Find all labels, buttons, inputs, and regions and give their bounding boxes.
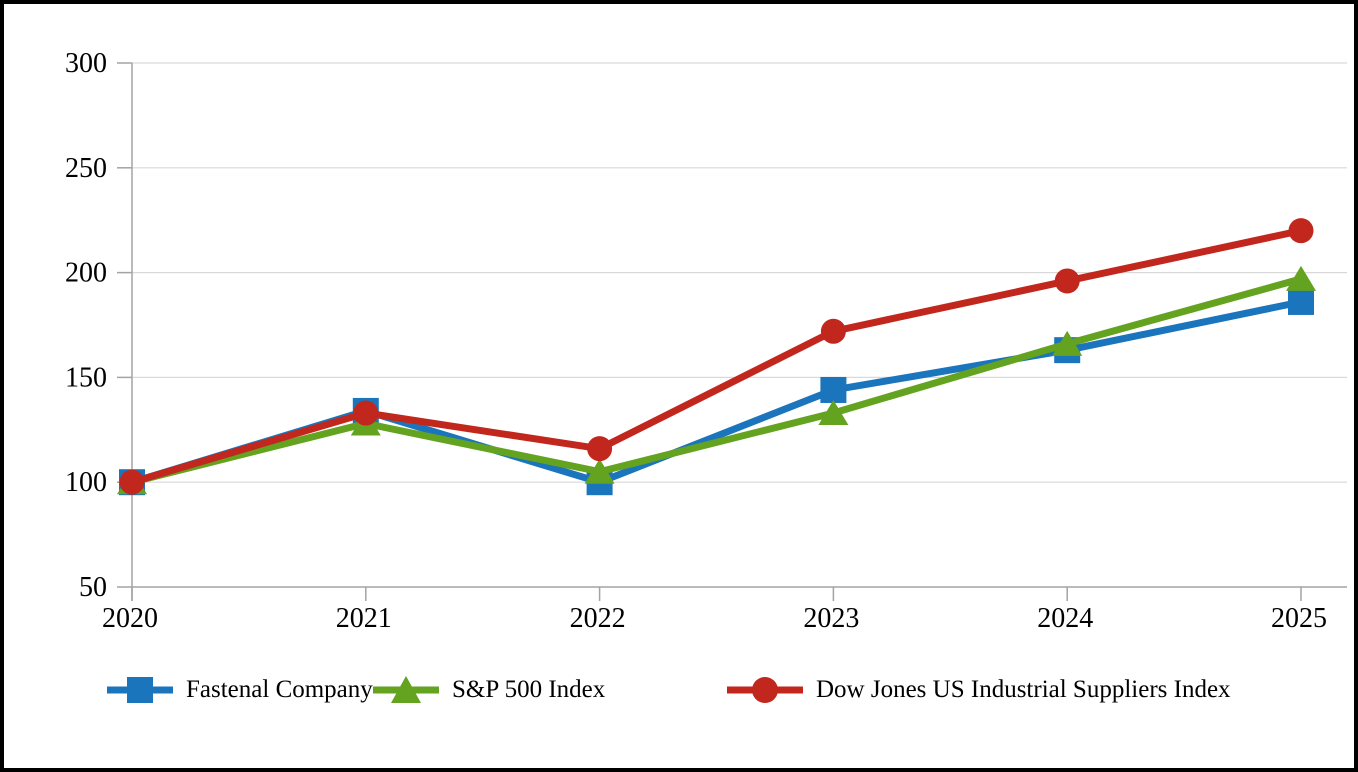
data-point-triangle <box>1286 265 1316 291</box>
data-point-triangle <box>1052 330 1083 356</box>
legend-item-sp500: S&P 500 Index <box>373 672 605 708</box>
y-axis-label: 200 <box>65 258 107 289</box>
data-point-circle <box>1054 268 1080 294</box>
legend-marker-triangle-icon <box>373 676 439 703</box>
legend-label-fastenal: Fastenal Company <box>186 676 373 703</box>
x-axis-label: 2025 <box>1271 603 1327 634</box>
data-point-circle <box>1288 218 1314 244</box>
performance-line-chart: 50 100 150 200 250 300 2020 2021 2022 2023 2024 202… <box>65 48 1347 634</box>
legend-marker-square-icon <box>107 677 173 703</box>
series-line-1 <box>131 275 1302 486</box>
y-axis-label: 50 <box>79 572 107 603</box>
data-point-triangle <box>818 400 849 426</box>
data-point-circle <box>353 400 379 426</box>
legend-item-dow-jones: Dow Jones US Industrial Suppliers Index <box>727 672 1231 708</box>
y-axis-label: 250 <box>65 153 107 184</box>
legend-marker-circle-icon <box>727 677 803 703</box>
data-point-square <box>820 376 847 403</box>
x-axis-label: 2021 <box>336 603 392 634</box>
legend-label-dow-jones: Dow Jones US Industrial Suppliers Index <box>816 676 1231 703</box>
data-point-circle <box>119 469 145 495</box>
x-axis-label: 2022 <box>570 603 626 634</box>
legend-label-sp500: S&P 500 Index <box>452 676 606 703</box>
chart-legend: Fastenal Company S&P 500 Index Dow Jones… <box>4 672 1354 712</box>
data-point-square <box>1288 288 1314 315</box>
data-point-circle <box>587 436 613 462</box>
data-point-circle <box>820 318 846 344</box>
y-axis-label: 300 <box>65 48 107 79</box>
legend-item-fastenal: Fastenal Company <box>107 672 373 708</box>
series-line-2 <box>131 227 1302 486</box>
x-axis-label: 2023 <box>803 603 859 634</box>
x-axis-label: 2024 <box>1037 603 1093 634</box>
data-point-triangle <box>584 458 615 484</box>
x-axis-label: 2020 <box>102 603 158 634</box>
y-axis-label: 150 <box>65 362 107 393</box>
y-axis-label: 100 <box>65 467 107 498</box>
